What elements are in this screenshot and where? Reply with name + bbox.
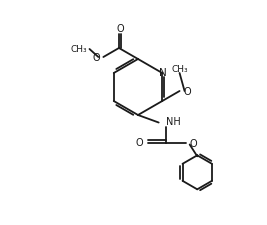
Text: CH₃: CH₃ bbox=[171, 64, 188, 73]
Text: N: N bbox=[159, 68, 167, 78]
Text: O: O bbox=[190, 138, 197, 148]
Text: NH: NH bbox=[166, 116, 180, 126]
Text: CH₃: CH₃ bbox=[71, 44, 88, 53]
Text: O: O bbox=[135, 137, 143, 147]
Text: O: O bbox=[184, 87, 191, 97]
Text: O: O bbox=[93, 53, 100, 63]
Text: O: O bbox=[116, 24, 124, 34]
